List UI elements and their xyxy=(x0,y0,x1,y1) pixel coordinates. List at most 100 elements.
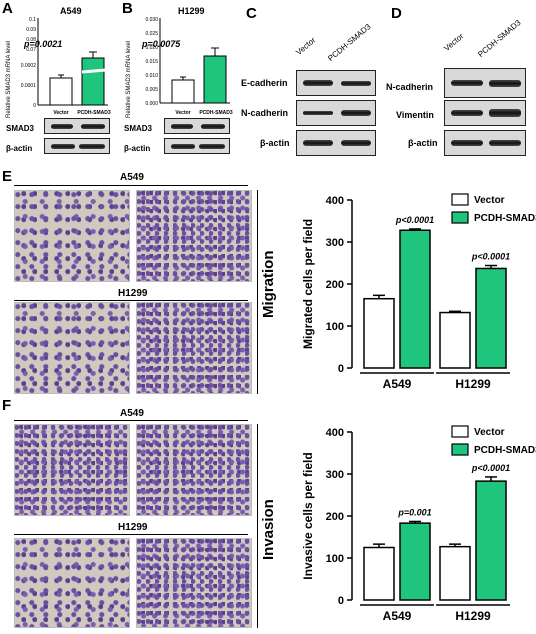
panel-b-pvalue: p=0.0075 xyxy=(142,39,181,49)
panel-letter-c: C xyxy=(246,5,257,22)
panel-d-col-vector: Vector xyxy=(442,31,466,53)
migration-ytick: 300 xyxy=(326,237,344,249)
migration-legend-swatch xyxy=(451,193,469,206)
panel-c-blot-ncadherin xyxy=(296,100,376,126)
invasion-pvalue: p<0.0001 xyxy=(471,463,510,473)
migration-bar xyxy=(475,267,507,369)
migration-bar xyxy=(399,229,431,369)
panel-a-xlabel-pcdh: PCDH-SMAD3 xyxy=(77,110,111,116)
invasion-ytick: 400 xyxy=(326,427,344,439)
invasion-legend-label: PCDH-SMAD3 xyxy=(474,445,536,456)
panel-letter-f: F xyxy=(2,397,12,414)
panel-a-blot-smad3-label: SMAD3 xyxy=(6,124,35,133)
migration-legend-label: PCDH-SMAD3 xyxy=(474,213,536,224)
migration-category-label: H1299 xyxy=(455,377,491,391)
panel-f-micrograph-a549-vector xyxy=(14,424,130,516)
panel-b-blot-actin-label: β-actin xyxy=(124,144,151,153)
panel-b-tick: 0.025 xyxy=(145,31,158,37)
panel-f-micrograph-a549-pcdh xyxy=(136,424,252,516)
migration-bar xyxy=(439,311,471,369)
invasion-bar xyxy=(475,480,507,601)
panel-c-row-actin: β-actin xyxy=(260,138,290,148)
panel-a-bar-pcdh xyxy=(81,57,105,106)
panel-b-tick: 0.015 xyxy=(145,59,158,65)
panel-e-side-label: Migration xyxy=(260,250,277,319)
panel-c-col-vector: Vector xyxy=(294,35,318,57)
panel-a-tick: 0.0002 xyxy=(21,63,37,69)
migration-ytick: 200 xyxy=(326,279,344,291)
panel-e-micrograph-a549-pcdh xyxy=(136,190,252,282)
panel-letter-e: E xyxy=(2,168,13,185)
migration-pvalue: p<0.0001 xyxy=(395,215,434,225)
panel-f-top-cell: A549 xyxy=(120,408,144,419)
migration-ylabel: Migrated cells per field xyxy=(301,219,315,349)
migration-ytick: 100 xyxy=(326,321,344,333)
panel-d-blot-vimentin xyxy=(444,100,526,126)
panel-d-row-ncadherin: N-cadherin xyxy=(386,82,434,92)
panel-d-blot-actin xyxy=(444,130,526,156)
panel-e-bottom-cell: H1299 xyxy=(118,288,148,299)
migration-ytick: 0 xyxy=(338,363,344,375)
panel-c-col-pcdh: PCDH-SMAD3 xyxy=(326,22,373,63)
migration-legend-label: Vector xyxy=(474,195,505,206)
panel-a-blot-actin xyxy=(44,138,110,154)
invasion-bar xyxy=(399,522,431,601)
panel-letter-a: A xyxy=(2,0,13,17)
panel-a-cell-title: A549 xyxy=(60,6,82,16)
invasion-category-label: H1299 xyxy=(455,609,491,623)
panel-b-tick: 0.020 xyxy=(145,45,158,51)
migration-bar xyxy=(363,297,395,369)
panel-b-cell-title: H1299 xyxy=(178,6,205,16)
panel-f-bottom-cell: H1299 xyxy=(118,522,148,533)
invasion-legend-swatch xyxy=(451,443,469,456)
invasion-ytick: 200 xyxy=(326,511,344,523)
invasion-pvalue: p=0.001 xyxy=(397,507,431,517)
panel-c-row-ecadherin: E-cadherin xyxy=(241,78,288,88)
panel-b-tick: 0.000 xyxy=(145,101,158,107)
panel-d-row-actin: β-actin xyxy=(408,138,438,148)
invasion-bar xyxy=(439,545,471,601)
panel-e-micrograph-a549-vector xyxy=(14,190,130,282)
invasion-ylabel: Invasive cells per field xyxy=(301,452,315,579)
panel-a-tick: 0.09 xyxy=(26,27,36,33)
panel-f-micrograph-h1299-pcdh xyxy=(136,538,252,628)
panel-a-tick: 0 xyxy=(33,103,36,109)
invasion-legend-swatch xyxy=(451,425,469,438)
panel-b-xlabel-vector: Vector xyxy=(175,110,190,116)
invasion-ytick: 100 xyxy=(326,553,344,565)
invasion-category-label: A549 xyxy=(383,609,412,623)
migration-ytick: 400 xyxy=(326,195,344,207)
invasion-bar xyxy=(363,546,395,601)
panel-e-micrograph-h1299-pcdh xyxy=(136,302,252,394)
panel-e-top-cell: A549 xyxy=(120,172,144,183)
panel-b-blot-actin xyxy=(164,138,230,154)
panel-a-tick: 0.08 xyxy=(26,37,36,43)
panel-c-row-ncadherin: N-cadherin xyxy=(241,108,289,118)
panel-b-bar-vector xyxy=(171,79,195,104)
panel-a-bar-chart: 0.1 0.09 0.08 0.07 0.0002 0.0001 0 Vecto… xyxy=(21,17,111,116)
panel-b-xlabel-pcdh: PCDH-SMAD3 xyxy=(199,110,233,116)
invasion-bar-chart: 0 100 200 300 400 Invasive cells per field p=0… xyxy=(301,425,536,623)
panel-a-tick: 0.07 xyxy=(26,47,36,53)
panel-d-row-vimentin: Vimentin xyxy=(396,110,434,120)
panel-d-blot-ncadherin xyxy=(444,68,526,98)
panel-e-micrograph-h1299-vector xyxy=(14,302,130,394)
migration-pvalue: p<0.0001 xyxy=(471,252,510,262)
migration-legend-swatch xyxy=(451,211,469,224)
panel-letter-b: B xyxy=(122,0,133,17)
panel-c-blot-ecadherin xyxy=(296,70,376,96)
panel-a-pvalue: p=0.0021 xyxy=(24,39,63,49)
panel-b-bar-pcdh xyxy=(203,55,227,104)
invasion-ytick: 0 xyxy=(338,595,344,607)
panel-b-tick: 0.010 xyxy=(145,73,158,79)
panel-b-blot-smad3-label: SMAD3 xyxy=(124,124,153,133)
panel-f-side-label: Invasion xyxy=(260,499,277,560)
panel-a-blot-smad3 xyxy=(44,118,110,134)
panel-d-col-pcdh: PCDH-SMAD3 xyxy=(476,18,523,59)
panel-a-tick: 0.1 xyxy=(29,17,36,23)
panel-a-blot-actin-label: β-actin xyxy=(6,144,33,153)
panel-c-blot-actin xyxy=(296,130,376,156)
panel-b-tick: 0.005 xyxy=(145,87,158,93)
panel-a-tick: 0.0001 xyxy=(21,83,37,89)
migration-bar-chart: 0 100 200 300 400 Migrated cells per field p<0… xyxy=(301,193,536,391)
